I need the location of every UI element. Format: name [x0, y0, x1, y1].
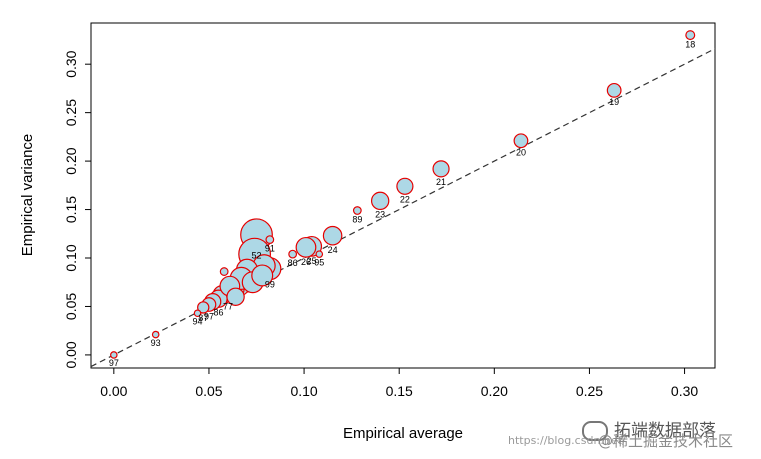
y-tick-label: 0.20 [63, 147, 79, 174]
y-tick-label: 0.05 [63, 293, 79, 320]
wechat-icon [582, 421, 608, 441]
data-point [370, 191, 390, 211]
data-point [226, 287, 245, 306]
point-label: 87 [198, 313, 208, 323]
watermark-brand: 拓端数据部落 [582, 416, 716, 441]
data-point [193, 309, 202, 318]
data-point [322, 225, 343, 246]
point-label: 99 [265, 280, 275, 290]
point-label: 95 [314, 257, 324, 267]
x-tick-label: 0.15 [386, 383, 413, 399]
y-tick-label: 0.15 [63, 196, 79, 223]
data-point [685, 30, 696, 41]
reference-diagonal-line [90, 48, 716, 368]
points-layer [110, 30, 696, 359]
y-axis: 0.00 0.05 0.10 0.15 0.20 0.25 0.30 [63, 50, 91, 369]
data-point [288, 249, 298, 259]
data-point [197, 301, 210, 314]
plot-frame [90, 22, 716, 369]
data-point [265, 235, 275, 244]
point-label: 94 [193, 316, 203, 326]
data-point [396, 177, 414, 195]
y-tick-label: 0.25 [63, 99, 79, 126]
data-point [606, 82, 622, 98]
y-tick-label: 0.00 [63, 341, 79, 368]
point-label: 86 [288, 258, 298, 268]
data-point [251, 264, 274, 287]
point-label: 24 [328, 245, 338, 255]
data-point [352, 206, 362, 215]
y-axis-title: Empirical variance [19, 134, 36, 257]
data-point [432, 160, 450, 178]
point-label: 21 [436, 177, 446, 187]
x-tick-label: 0.20 [481, 383, 508, 399]
data-point [219, 267, 229, 276]
watermark-url: https://blog.csdn.net/ [508, 434, 626, 447]
point-label: 86 [213, 307, 223, 317]
data-point [513, 133, 529, 149]
point-label: 77 [223, 302, 233, 312]
point-label: 18 [685, 40, 695, 50]
data-point [315, 250, 324, 258]
point-label: 25 [307, 256, 317, 266]
point-label: 93 [151, 338, 161, 348]
y-tick-label: 0.10 [63, 244, 79, 271]
point-label: 91 [265, 243, 275, 253]
x-tick-label: 0.00 [100, 383, 127, 399]
point-label: 20 [516, 148, 526, 158]
point-label: 52 [252, 251, 262, 261]
y-tick-label: 0.30 [63, 50, 79, 77]
x-tick-label: 0.10 [290, 383, 317, 399]
x-axis-title: Empirical average [343, 425, 463, 442]
point-label: 97 [109, 358, 119, 368]
point-label: 23 [375, 209, 385, 219]
x-tick-label: 0.25 [576, 383, 603, 399]
point-label: 97 [204, 311, 214, 321]
point-label: 26 [301, 257, 311, 267]
point-label: 22 [400, 194, 410, 204]
x-tick-label: 0.05 [195, 383, 222, 399]
x-tick-label: 0.30 [671, 383, 698, 399]
point-label: 89 [352, 214, 362, 224]
watermark-community: @稀土掘金技术社区 [598, 432, 734, 450]
data-point [110, 351, 118, 359]
x-axis: 0.00 0.05 0.10 0.15 0.20 0.25 0.30 [100, 368, 698, 399]
data-point [151, 330, 160, 339]
point-label: 19 [609, 97, 619, 107]
data-point [295, 236, 317, 258]
